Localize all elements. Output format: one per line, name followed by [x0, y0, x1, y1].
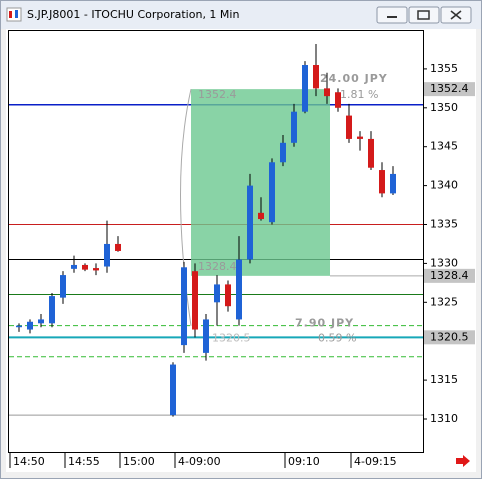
candle-body: [82, 264, 88, 270]
measure-change: 7.90 JPY: [295, 316, 354, 329]
x-tick-label: 4-09:00: [178, 455, 221, 468]
app-icon: [6, 7, 22, 22]
measure-box: [191, 89, 330, 276]
y-tick-label: 1335: [430, 218, 458, 231]
price-tag-label: 1320.5: [430, 330, 469, 343]
candle-body: [104, 243, 110, 267]
x-tick-label: 15:00: [123, 455, 155, 468]
candle-body: [236, 259, 242, 320]
x-tick-label: 4-09:15: [354, 455, 397, 468]
candle-body: [390, 173, 396, 194]
candle-body: [357, 136, 363, 139]
candle-body: [225, 284, 231, 307]
scroll-arrow[interactable]: [456, 455, 470, 467]
y-tick-label: 1315: [430, 373, 458, 386]
candle-body: [49, 296, 55, 324]
candle-body: [203, 319, 209, 353]
x-tick-label: 14:55: [68, 455, 100, 468]
candle-body: [335, 92, 341, 108]
measure-top-label: 1352.4: [198, 88, 237, 101]
window-title: S.JP.J8001 - ITOCHU Corporation, 1 Min: [27, 8, 239, 21]
candle-body: [368, 138, 374, 168]
y-tick-label: 1345: [430, 140, 458, 153]
price-tag: [424, 268, 475, 283]
plot-frame: [8, 30, 424, 453]
x-tick-label: 14:50: [13, 455, 45, 468]
minimize-button[interactable]: [376, 6, 408, 24]
candle-body: [60, 275, 66, 298]
candle-body: [379, 170, 385, 194]
measure-level-label: 1320.5: [212, 331, 251, 344]
y-tick-label: 1350: [430, 101, 458, 114]
y-tick-label: 1355: [430, 62, 458, 75]
price-tag: [424, 82, 475, 97]
candle-body: [258, 212, 264, 220]
measure-percent: 1.81 %: [340, 88, 378, 101]
price-tag-label: 1328.4: [430, 269, 469, 282]
candle-body: [170, 364, 176, 416]
candle-body: [93, 268, 99, 271]
candle-body: [280, 142, 286, 163]
candle-body: [302, 65, 308, 112]
y-tick-label: 1340: [430, 179, 458, 192]
candle-body: [291, 111, 297, 143]
candle-body: [313, 65, 319, 89]
candle-body: [247, 185, 253, 260]
candle-body: [71, 264, 77, 269]
price-tag: [424, 330, 475, 345]
candle-body: [269, 162, 275, 223]
candle-body: [192, 271, 198, 330]
candle-body: [346, 115, 352, 139]
candle-body: [214, 284, 220, 303]
y-tick-label: 1325: [430, 295, 458, 308]
x-tick-label: 09:10: [288, 455, 320, 468]
close-button[interactable]: [440, 6, 472, 24]
candle-body: [38, 319, 44, 324]
candle-body: [27, 321, 33, 330]
plot: 1310131513201325133013351340134513501355…: [9, 44, 475, 425]
y-tick-label: 1310: [430, 412, 458, 425]
measure-bottom-label: 1328.4: [198, 260, 237, 273]
y-tick-label: 1330: [430, 256, 458, 269]
price-tag-label: 1352.4: [430, 82, 469, 95]
candle-body: [181, 267, 187, 346]
candle-body: [16, 325, 22, 328]
maximize-button[interactable]: [408, 6, 440, 24]
measure-change: 24.00 JPY: [320, 72, 388, 85]
measure-percent: 0.59 %: [318, 331, 356, 344]
candle-body: [115, 243, 121, 251]
candle-body: [324, 88, 330, 97]
